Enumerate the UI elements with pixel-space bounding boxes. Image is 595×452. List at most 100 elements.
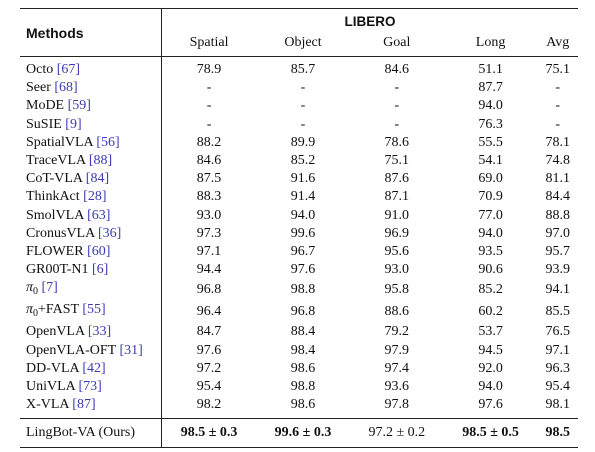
method-name: SmolVLA	[26, 207, 84, 223]
value-avg: 78.1	[545, 134, 570, 150]
citation-link[interactable]: [67]	[56, 62, 81, 78]
citation-link[interactable]: [33]	[87, 324, 112, 340]
value-object: 98.8	[290, 378, 316, 394]
table-row: Octo [67] 78.9 85.7 84.6 51.1 75.1	[20, 56, 578, 80]
citation-link[interactable]: [42]	[82, 360, 106, 376]
method-suffix: +FAST	[38, 302, 79, 318]
value-spatial: -	[206, 98, 212, 114]
table-row: UniVLA [73] 95.4 98.8 93.6 94.0 95.4	[20, 377, 578, 396]
citation-link[interactable]: [73]	[78, 378, 102, 394]
value-spatial: 84.6	[196, 153, 222, 169]
citation-link[interactable]: [87]	[72, 397, 96, 413]
value-object: 98.8	[290, 282, 316, 298]
value-spatial: 87.5	[196, 171, 222, 187]
method-name: SpatialVLA	[26, 134, 93, 150]
value-object: -	[300, 80, 306, 96]
ours-value-goal: 97.2 ± 0.2	[368, 425, 426, 441]
citation-link[interactable]: [84]	[85, 171, 110, 187]
table-row: SpatialVLA [56] 88.2 89.9 78.6 55.5 78.1	[20, 133, 578, 152]
citation-link[interactable]: [7]	[41, 280, 58, 296]
value-goal: 88.6	[384, 304, 410, 320]
citation-link[interactable]: [36]	[97, 225, 122, 241]
value-object: 96.8	[290, 304, 316, 320]
citation-link[interactable]: [59]	[67, 98, 91, 114]
value-goal: 97.4	[384, 360, 410, 376]
method-cell: SuSIE [9]	[20, 115, 162, 134]
method-name: X-VLA	[26, 397, 69, 413]
method-subscript: 0	[33, 308, 39, 320]
ours-value-spatial: 98.5 ± 0.3	[180, 425, 238, 441]
ours-value-long: 98.5 ± 0.5	[462, 425, 519, 441]
method-name: FLOWER	[26, 243, 84, 259]
citation-link[interactable]: [28]	[83, 189, 107, 205]
value-spatial: 84.7	[196, 324, 222, 340]
value-avg: -	[555, 80, 561, 96]
citation-link[interactable]: [31]	[119, 342, 143, 358]
value-object: 98.6	[290, 360, 316, 376]
citation-link[interactable]: [63]	[87, 207, 111, 223]
value-long: 90.6	[478, 262, 503, 278]
method-cell: OpenVLA [33]	[20, 323, 162, 342]
citation-link[interactable]: [9]	[65, 116, 82, 132]
method-cell: DD-VLA [42]	[20, 359, 162, 378]
ours-row: LingBot-VA (Ours) 98.5 ± 0.3 99.6 ± 0.3 …	[20, 418, 578, 448]
value-goal: 75.1	[384, 153, 410, 169]
method-name: CoT-VLA	[26, 171, 83, 187]
method-cell: Seer [68]	[20, 79, 162, 98]
citation-link[interactable]: [6]	[92, 262, 109, 278]
method-cell: MoDE [59]	[20, 97, 162, 116]
value-object: 89.9	[290, 134, 316, 150]
method-name: CronusVLA	[26, 225, 95, 241]
table-row: DD-VLA [42] 97.2 98.6 97.4 92.0 96.3	[20, 359, 578, 378]
value-goal: -	[394, 98, 400, 114]
value-object: 85.7	[290, 62, 316, 78]
value-object: 88.4	[290, 324, 316, 340]
method-cell: OpenVLA-OFT [31]	[20, 341, 162, 360]
method-name: Seer	[26, 80, 51, 96]
value-spatial: 97.2	[196, 360, 222, 376]
value-goal: 96.9	[384, 225, 410, 241]
table-row: SuSIE [9] - - - 76.3 -	[20, 115, 578, 134]
value-long: 53.7	[478, 324, 503, 340]
method-cell: GR00T-N1 [6]	[20, 261, 162, 280]
value-long: 69.0	[478, 171, 503, 187]
value-avg: 98.1	[545, 397, 570, 413]
citation-link[interactable]: [68]	[54, 80, 78, 96]
method-cell: SpatialVLA [56]	[20, 133, 162, 152]
col-header-object: Object	[284, 35, 322, 50]
results-table-container: Methods LIBERO Spatial Object Goal Long …	[20, 8, 578, 448]
method-name: MoDE	[26, 98, 65, 114]
value-avg: 96.3	[545, 360, 570, 376]
citation-link[interactable]: [55]	[82, 302, 106, 318]
value-avg: 95.7	[545, 243, 570, 259]
value-avg: 74.8	[545, 153, 570, 169]
libero-group-header: LIBERO	[344, 14, 396, 29]
citation-link[interactable]: [88]	[88, 153, 113, 169]
value-long: 60.2	[478, 304, 503, 320]
method-name: UniVLA	[26, 378, 75, 394]
value-spatial: 97.6	[196, 342, 222, 358]
col-header-goal: Goal	[383, 35, 411, 50]
method-name: OpenVLA-OFT	[26, 342, 116, 358]
citation-link[interactable]: [60]	[87, 243, 111, 259]
value-spatial: 98.2	[196, 397, 222, 413]
value-spatial: 88.3	[196, 189, 222, 205]
method-cell: FLOWER [60]	[20, 242, 162, 262]
value-long: 97.6	[478, 397, 503, 413]
value-goal: -	[394, 116, 400, 132]
method-cell: CoT-VLA [84]	[20, 170, 162, 189]
table-row: CoT-VLA [84] 87.5 91.6 87.6 69.0 81.1	[20, 170, 578, 189]
value-avg: 85.5	[545, 304, 570, 320]
ours-method-cell: LingBot-VA (Ours)	[20, 418, 162, 448]
value-goal: 95.6	[384, 243, 410, 259]
value-spatial: 93.0	[196, 207, 222, 223]
header-group-row: Methods LIBERO	[20, 8, 578, 57]
value-long: 94.0	[478, 378, 503, 394]
value-goal: 91.0	[384, 207, 410, 223]
table-row: OpenVLA [33] 84.7 88.4 79.2 53.7 76.5	[20, 323, 578, 342]
value-object: 99.6	[290, 225, 316, 241]
value-goal: 79.2	[384, 324, 410, 340]
value-goal: 97.8	[384, 397, 410, 413]
value-spatial: 96.4	[196, 304, 222, 320]
citation-link[interactable]: [56]	[96, 134, 120, 150]
